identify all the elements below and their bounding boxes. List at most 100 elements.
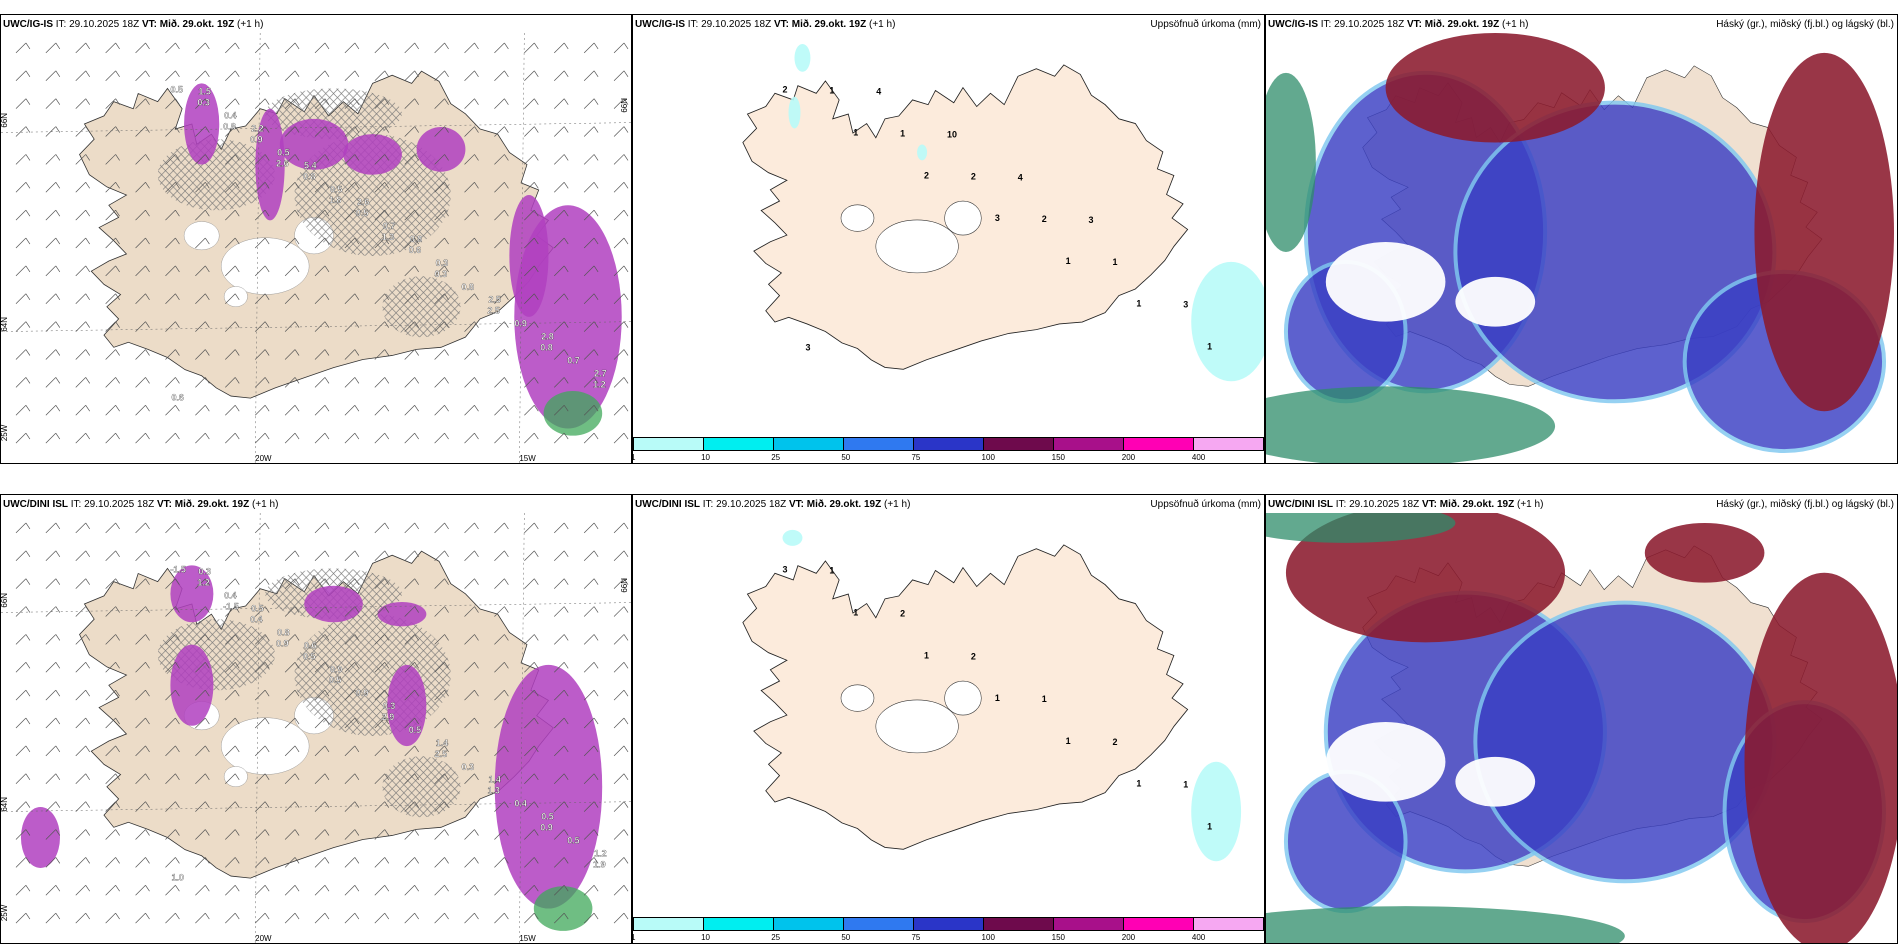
axis-label: 15W: [519, 454, 536, 463]
wind-barb-feather: [504, 70, 509, 77]
wind-barb-feather: [563, 265, 569, 273]
wind-barb-feather: [384, 606, 390, 613]
wind-barb-feather: [175, 522, 180, 530]
panel-header: UWC/DINI ISL IT: 29.10.2025 18Z VT: Mið.…: [635, 499, 911, 510]
glacier: [944, 680, 982, 716]
wind-barb: [583, 606, 595, 617]
wind-barb-feather: [85, 182, 91, 189]
wind-barb-feather: [294, 912, 300, 920]
wind-barb: [434, 550, 445, 562]
wind-barb: [524, 773, 535, 784]
wind-barb-feather: [25, 578, 31, 585]
wind-barb: [165, 209, 176, 221]
wind-barb-feather: [354, 912, 360, 920]
wind-barb-feather: [563, 717, 569, 725]
wind-barb: [15, 578, 27, 589]
wind-barb-feather: [444, 717, 449, 725]
wind-barb-feather: [25, 405, 31, 412]
wind-barb-feather: [444, 209, 449, 217]
wind-barb: [75, 432, 86, 444]
wind-barb: [494, 265, 505, 277]
precip-area: [255, 108, 285, 221]
wind-barb-feather: [324, 154, 330, 161]
wind-barb: [434, 857, 445, 868]
wind-barb: [344, 801, 356, 812]
wind-barb: [254, 689, 266, 701]
precip-map: 3 1 1 1 1 1 1 1 2 2 1 2 1: [633, 513, 1264, 913]
wind-barb: [165, 578, 176, 589]
axis-label: 64N: [1, 797, 9, 812]
wind-barb-feather: [384, 829, 390, 836]
wind-barb-feather: [593, 321, 599, 328]
wind-barb: [284, 773, 296, 784]
wind-barb: [494, 70, 505, 82]
wind-barb: [45, 154, 57, 165]
wind-barb-feather: [25, 237, 31, 245]
wind-barb: [583, 662, 595, 673]
wind-barb: [135, 293, 146, 304]
value-label: 0.3: [435, 269, 447, 279]
wind-barb: [225, 801, 236, 812]
wind-barb-feather: [294, 857, 300, 864]
wind-barb-feather: [55, 885, 61, 892]
precip-patch: [917, 144, 928, 161]
wind-barb-feather: [145, 70, 150, 77]
wind-barb-feather: [234, 857, 240, 864]
wind-barb: [45, 745, 57, 757]
wind-barb: [404, 857, 415, 868]
wind-barb-feather: [534, 773, 539, 780]
wind-barb-feather: [563, 885, 569, 892]
wind-barb: [344, 349, 356, 360]
wind-barb-feather: [85, 662, 91, 669]
wind-barb: [225, 182, 236, 193]
wind-barb-feather: [414, 377, 419, 384]
wind-barb-feather: [294, 98, 300, 105]
wind-barb: [15, 209, 27, 221]
wind-barb: [553, 293, 565, 304]
wind-barb: [15, 405, 27, 416]
wind-barb-feather: [205, 237, 210, 245]
wind-barb: [284, 717, 296, 729]
wind-barb: [195, 237, 206, 249]
wind-barb: [524, 634, 535, 645]
wind-barb-feather: [55, 829, 61, 836]
colorbar-tick: 75: [911, 933, 921, 942]
wind-barb: [553, 717, 565, 729]
wind-barb-feather: [115, 42, 120, 50]
wind-barb-feather: [593, 745, 599, 753]
wind-barb: [344, 606, 356, 617]
wind-barb: [434, 154, 445, 165]
wind-barb: [195, 912, 206, 924]
clear-area: [1455, 756, 1536, 807]
precip-value: 2: [900, 608, 905, 618]
wind-barb-feather: [414, 349, 419, 356]
wind-barb-feather: [145, 885, 150, 892]
graticule: [519, 33, 525, 463]
precip-map: 2 1 2 3 1 1 1 1 1 2 2 1 3 3 4 10 4 3: [633, 33, 1264, 433]
value-label: 0.5: [541, 812, 553, 822]
value-label: 2.2: [251, 124, 263, 134]
wind-barb-feather: [294, 829, 300, 836]
wind-barb: [344, 912, 356, 924]
wind-barb-feather: [474, 42, 479, 50]
wind-barb-feather: [414, 606, 419, 613]
wind-barb: [75, 405, 86, 416]
wind-barb: [75, 773, 86, 784]
wind-barb-feather: [354, 578, 360, 585]
wind-barb: [553, 377, 565, 388]
wind-barb-feather: [444, 42, 449, 50]
wind-barb: [135, 885, 146, 896]
wind-barb: [195, 293, 206, 304]
wind-barb-feather: [593, 42, 599, 50]
wind-barb-feather: [384, 70, 390, 77]
wind-barb-feather: [444, 265, 449, 273]
wind-barb: [105, 745, 116, 757]
value-label: 0.3: [383, 701, 395, 711]
wind-barb: [45, 377, 57, 388]
wind-barb: [314, 377, 326, 388]
wind-barb: [434, 885, 445, 896]
precip-map-svg: 3 1 1 1 1 1 1 1 2 2 1 2 1: [742, 529, 1242, 862]
wind-barb: [494, 857, 505, 868]
wind-barb: [344, 662, 356, 673]
wind-barb-feather: [414, 42, 419, 50]
